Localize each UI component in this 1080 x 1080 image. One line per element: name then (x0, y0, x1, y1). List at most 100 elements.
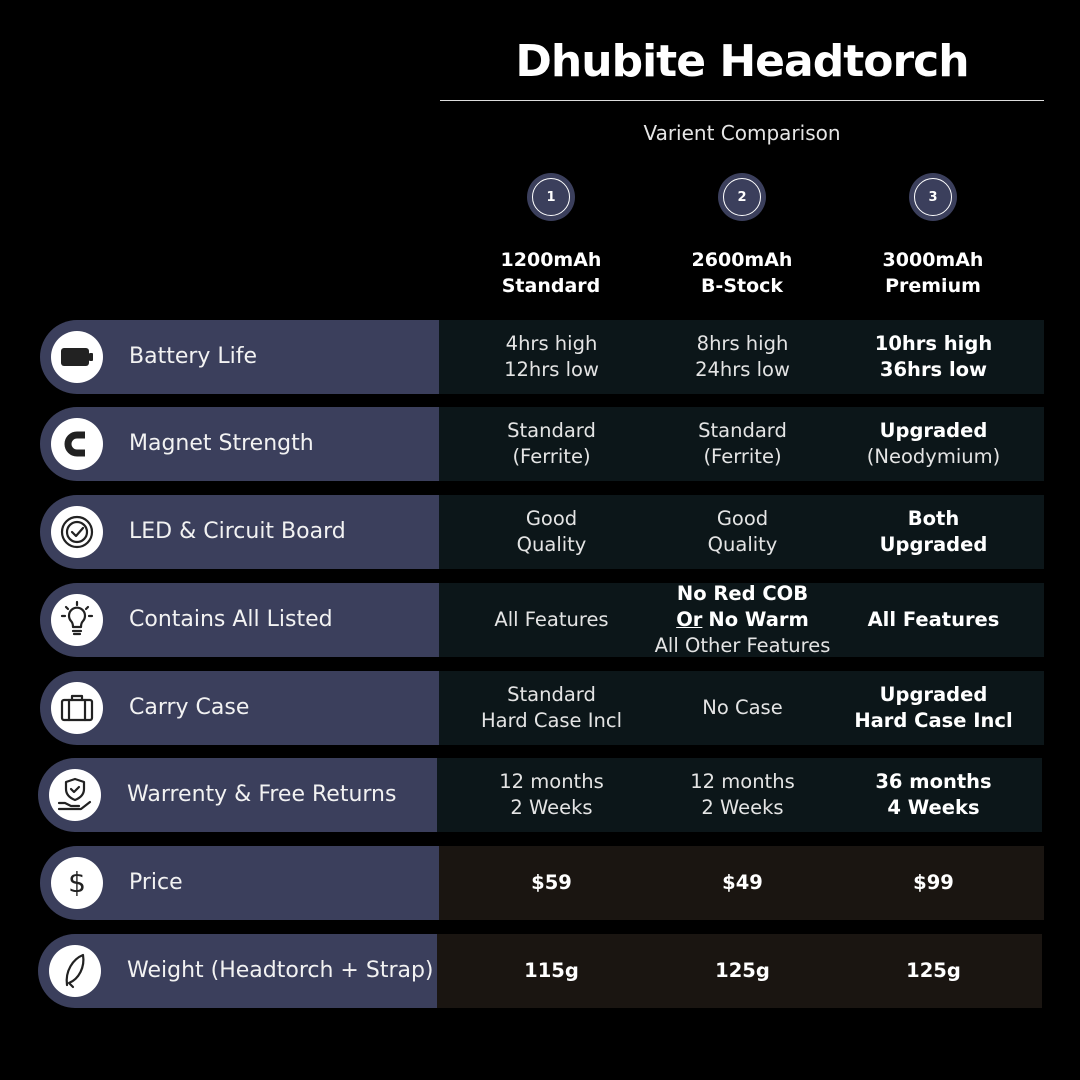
row-label: Battery Life (129, 344, 258, 369)
value-cell: Upgraded Hard Case Incl (833, 671, 1034, 745)
value-line: 8hrs high (696, 332, 789, 355)
column-badge: 2 (718, 173, 766, 221)
value-line: Upgraded (879, 683, 988, 706)
value-cell: 125g (642, 934, 843, 1008)
value-cell: 4hrs high 12hrs low (451, 320, 652, 394)
value-text: $99 (833, 870, 1034, 896)
value-line: Or (676, 608, 703, 631)
table-row: LED & Circuit Board Good Quality Good Qualit… (40, 495, 1044, 569)
column-name-line: Standard (501, 275, 601, 297)
value-text: No Case (642, 695, 843, 721)
table-row: Battery Life 4hrs high 12hrs low 8hrs high 2… (40, 320, 1044, 394)
column-header: 2 2600mAh B-Stock (647, 173, 837, 299)
value-line: 12 months (499, 770, 604, 793)
value-line: 125g (715, 959, 770, 982)
value-line: Good (525, 507, 578, 530)
value-line: $49 (722, 871, 763, 894)
value-line: 125g (906, 959, 961, 982)
value-cell: 8hrs high 24hrs low (642, 320, 843, 394)
column-number: 2 (723, 178, 761, 216)
table-row: Carry Case Standard Hard Case Incl No Case U… (40, 671, 1044, 745)
row-icon (49, 769, 101, 821)
row-label-panel: Weight (Headtorch + Strap) (38, 934, 437, 1008)
value-text: 4hrs high 12hrs low (451, 331, 652, 383)
table-row: $ Price $59 $49 $99 (40, 846, 1044, 920)
value-text: 125g (642, 958, 843, 984)
row-values: $59 $49 $99 (439, 846, 1044, 920)
value-line: 12 months (690, 770, 795, 793)
row-icon (51, 594, 103, 646)
value-line: 36 months (875, 770, 992, 793)
value-line: $99 (913, 871, 954, 894)
value-line: Standard (698, 419, 787, 442)
value-cell: 115g (451, 934, 652, 1008)
value-line: No Case (702, 696, 783, 719)
value-line: Standard (507, 683, 596, 706)
table-row: Magnet Strength Standard (Ferrite) Standard… (40, 407, 1044, 481)
value-cell: All Features (451, 583, 652, 657)
value-text: 12 months 2 Weeks (451, 769, 652, 821)
value-line: All Features (867, 608, 1000, 631)
value-text: Standard Hard Case Incl (451, 682, 652, 734)
row-label: Magnet Strength (129, 431, 314, 456)
value-line: Standard (507, 419, 596, 442)
value-text: Both Upgraded (833, 506, 1034, 558)
value-line: 115g (524, 959, 579, 982)
icon-graphic (60, 515, 94, 549)
value-text: Standard (Ferrite) (451, 418, 652, 470)
row-icon (51, 418, 103, 470)
row-label-panel: $ Price (40, 846, 439, 920)
column-name-line: 2600mAh (691, 249, 793, 271)
value-line: 2 Weeks (701, 796, 784, 819)
row-label-panel: LED & Circuit Board (40, 495, 439, 569)
row-values: Standard Hard Case Incl No Case Upgraded Har… (439, 671, 1044, 745)
value-line: $59 (531, 871, 572, 894)
column-badge: 1 (527, 173, 575, 221)
value-text: Upgraded Hard Case Incl (833, 682, 1034, 734)
row-icon (51, 506, 103, 558)
value-cell: $99 (833, 846, 1034, 920)
value-line: Hard Case Incl (854, 709, 1013, 732)
row-values: Good Quality Good Quality Both Upgraded (439, 495, 1044, 569)
row-label-panel: Carry Case (40, 671, 439, 745)
icon-graphic (64, 431, 85, 457)
value-cell: 12 months 2 Weeks (451, 758, 652, 832)
value-line: Quality (707, 533, 778, 556)
value-cell: Standard (Ferrite) (642, 407, 843, 481)
value-line: 10hrs high (874, 332, 993, 355)
value-line: Good (716, 507, 769, 530)
subtitle: Varient Comparison (643, 121, 841, 145)
value-line: No Warm (708, 608, 809, 631)
table-row: Warrenty & Free Returns 12 months 2 Weeks 1… (38, 758, 1042, 832)
value-text: $59 (451, 870, 652, 896)
value-text: 36 months 4 Weeks (833, 769, 1034, 821)
icon-graphic (61, 348, 93, 366)
value-text: Standard (Ferrite) (642, 418, 843, 470)
icon-graphic (60, 694, 94, 722)
value-line: No Red COB (676, 582, 809, 605)
column-name-line: 1200mAh (500, 249, 602, 271)
value-line: Quality (516, 533, 587, 556)
column-name: 3000mAh Premium (838, 247, 1028, 299)
value-text: Good Quality (642, 506, 843, 558)
value-text: Good Quality (451, 506, 652, 558)
column-header: 1 1200mAh Standard (456, 173, 646, 299)
icon-graphic (60, 600, 94, 636)
value-cell: Standard Hard Case Incl (451, 671, 652, 745)
row-label-panel: Magnet Strength (40, 407, 439, 481)
icon-graphic (57, 777, 92, 811)
row-label: Price (129, 870, 183, 895)
value-text: 125g (833, 958, 1034, 984)
value-text: 12 months 2 Weeks (642, 769, 843, 821)
row-values: 4hrs high 12hrs low 8hrs high 24hrs low 10hr… (439, 320, 1044, 394)
value-cell: No Case (642, 671, 843, 745)
value-text: All Features (451, 607, 652, 633)
value-cell: 125g (833, 934, 1034, 1008)
svg-text:$: $ (68, 866, 86, 899)
value-cell: $59 (451, 846, 652, 920)
value-text: 115g (451, 958, 652, 984)
icon-graphic: $ (68, 866, 86, 899)
row-icon: $ (51, 857, 103, 909)
table-row: Weight (Headtorch + Strap) 115g 125g 125g (38, 934, 1042, 1008)
